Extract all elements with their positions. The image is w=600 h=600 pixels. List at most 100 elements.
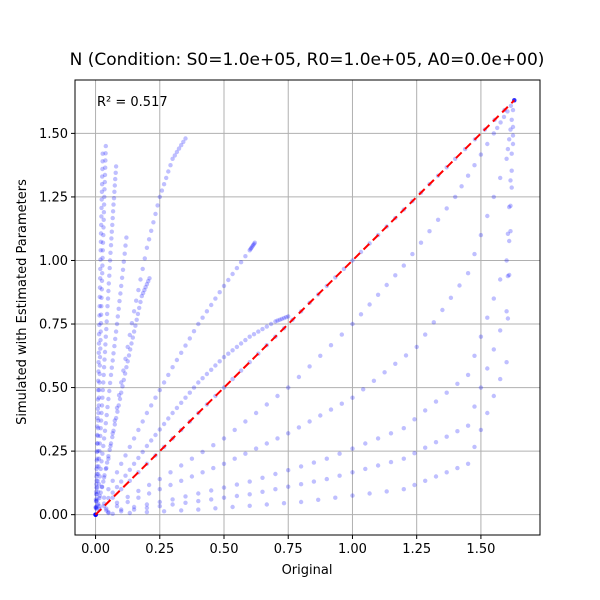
scatter-point [129, 341, 134, 346]
scatter-point [509, 151, 514, 156]
scatter-point [100, 248, 106, 253]
scatter-point [204, 371, 210, 377]
scatter-point [127, 510, 132, 516]
scatter-point [298, 464, 304, 469]
scatter-point [134, 298, 139, 303]
scatter-point [95, 448, 100, 454]
scatter-point [103, 466, 109, 472]
scatter-point [375, 292, 381, 297]
scatter-point [97, 322, 102, 328]
scatter-point [444, 206, 449, 211]
scatter-point [286, 385, 291, 390]
scatter-point [98, 337, 103, 343]
scatter-point [196, 491, 201, 496]
scatter-point [465, 372, 471, 378]
scatter-point [99, 484, 105, 489]
scatter-point [296, 374, 302, 380]
scatter-point [455, 465, 460, 471]
scatter-point [328, 407, 334, 412]
scatter-point [234, 344, 240, 350]
scatter-point [100, 395, 105, 400]
scatter-point [211, 443, 216, 448]
scatter-point [125, 344, 130, 350]
scatter-point [95, 485, 100, 490]
scatter-point [110, 358, 115, 363]
scatter-point [97, 294, 103, 300]
scatter-point [103, 334, 109, 339]
scatter-point [97, 387, 102, 393]
scatter-point [108, 243, 114, 248]
scatter-point [200, 449, 205, 455]
scatter-point [101, 217, 106, 222]
scatter-point [375, 436, 381, 441]
scatter-point [230, 504, 235, 510]
scatter-point [382, 370, 387, 375]
scatter-point [238, 341, 244, 346]
scatter-point [444, 434, 449, 439]
scatter-point [260, 326, 265, 332]
scatter-point [264, 441, 269, 446]
scatter-point [115, 409, 120, 414]
x-axis-title: Original [282, 563, 333, 578]
scatter-point [200, 376, 205, 381]
scatter-point [161, 380, 167, 385]
scatter-point [100, 159, 105, 164]
scatter-point [114, 321, 120, 327]
scatter-point [113, 164, 119, 169]
scatter-point [95, 397, 101, 402]
scatter-point [142, 287, 147, 293]
scatter-point [96, 378, 101, 383]
scatter-point [243, 337, 248, 343]
scatter-point [472, 353, 477, 358]
scatter-point [131, 309, 137, 314]
scatter-point [99, 222, 104, 228]
scatter-point [238, 260, 244, 265]
scatter-point [505, 273, 511, 279]
scatter-point [401, 487, 406, 492]
scatter-point [111, 202, 116, 207]
scatter-point [114, 405, 120, 411]
scatter-point [401, 263, 406, 268]
scatter-point [264, 502, 269, 507]
scatter-point [221, 485, 227, 490]
scatter-point [97, 285, 103, 290]
scatter-point [131, 436, 137, 441]
scatter-point [140, 449, 145, 455]
scatter-point [124, 235, 129, 240]
scatter-point [384, 282, 389, 288]
y-tick-label: 0.25 [39, 445, 68, 460]
scatter-point [472, 163, 477, 168]
scatter-point [444, 390, 449, 395]
scatter-point [472, 251, 477, 257]
scatter-point [98, 231, 104, 236]
scatter-point [105, 296, 111, 301]
scatter-point [478, 232, 484, 238]
scatter-point [137, 305, 142, 311]
scatter-point [166, 372, 171, 378]
scatter-point [187, 336, 192, 341]
scatter-point [491, 296, 496, 301]
scatter-point [127, 444, 132, 450]
scatter-point [505, 109, 510, 114]
scatter-point [196, 507, 201, 512]
scatter-point [94, 492, 100, 497]
scatter-point [264, 402, 269, 407]
scatter-point [183, 395, 188, 400]
r-squared-annotation: R² = 0.517 [97, 95, 168, 110]
scatter-point [168, 482, 173, 488]
scatter-point [247, 503, 252, 508]
scatter-point [316, 497, 321, 502]
scatter-point [157, 387, 162, 393]
scatter-point [248, 246, 253, 252]
scatter-point [119, 283, 124, 289]
scatter-point [172, 153, 177, 158]
scatter-point [179, 400, 184, 405]
scatter-point [131, 507, 137, 512]
scatter-point [491, 347, 496, 352]
scatter-point [140, 290, 146, 296]
scatter-point [107, 388, 112, 394]
grid-layer [75, 80, 540, 535]
scatter-point [120, 384, 125, 389]
scatter-point [121, 368, 126, 373]
scatter-point [100, 271, 105, 276]
